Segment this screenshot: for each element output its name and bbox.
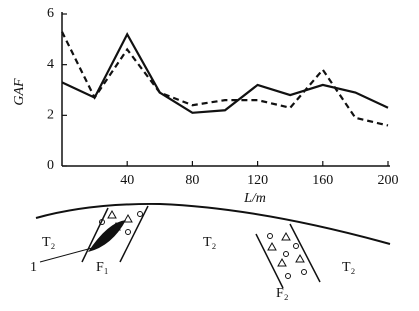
data-line	[61, 31, 389, 127]
x-tick-label: 40	[120, 173, 134, 188]
rock-label: T₂	[203, 235, 217, 250]
x-tick-label: 200	[378, 173, 399, 188]
breccia-symbols	[99, 209, 307, 279]
rock-label: T₂	[42, 235, 56, 250]
ore-lens	[88, 220, 126, 252]
leader-line	[39, 247, 93, 263]
fault-edge	[289, 223, 321, 283]
geology-section	[35, 202, 391, 289]
x-tick-label: 80	[185, 173, 199, 188]
x-tick-label: 160	[312, 173, 333, 188]
y-tick-label: 6	[47, 6, 54, 21]
fault-edge	[255, 233, 284, 289]
marker-label: 1	[30, 260, 37, 275]
y-axis-label: GAF	[12, 78, 27, 106]
x-axis-label: L/m	[243, 191, 266, 206]
x-tick-label: 120	[247, 173, 268, 188]
fault-label: F₂	[276, 286, 289, 301]
fault-label: F₁	[96, 260, 109, 275]
fault-edge	[119, 205, 149, 263]
rock-label: T₂	[342, 260, 356, 275]
surface-line	[35, 202, 391, 245]
y-tick-label: 2	[47, 108, 54, 123]
fault-edge	[81, 207, 109, 263]
y-tick-label: 0	[47, 158, 54, 173]
y-tick-label: 4	[47, 57, 54, 72]
